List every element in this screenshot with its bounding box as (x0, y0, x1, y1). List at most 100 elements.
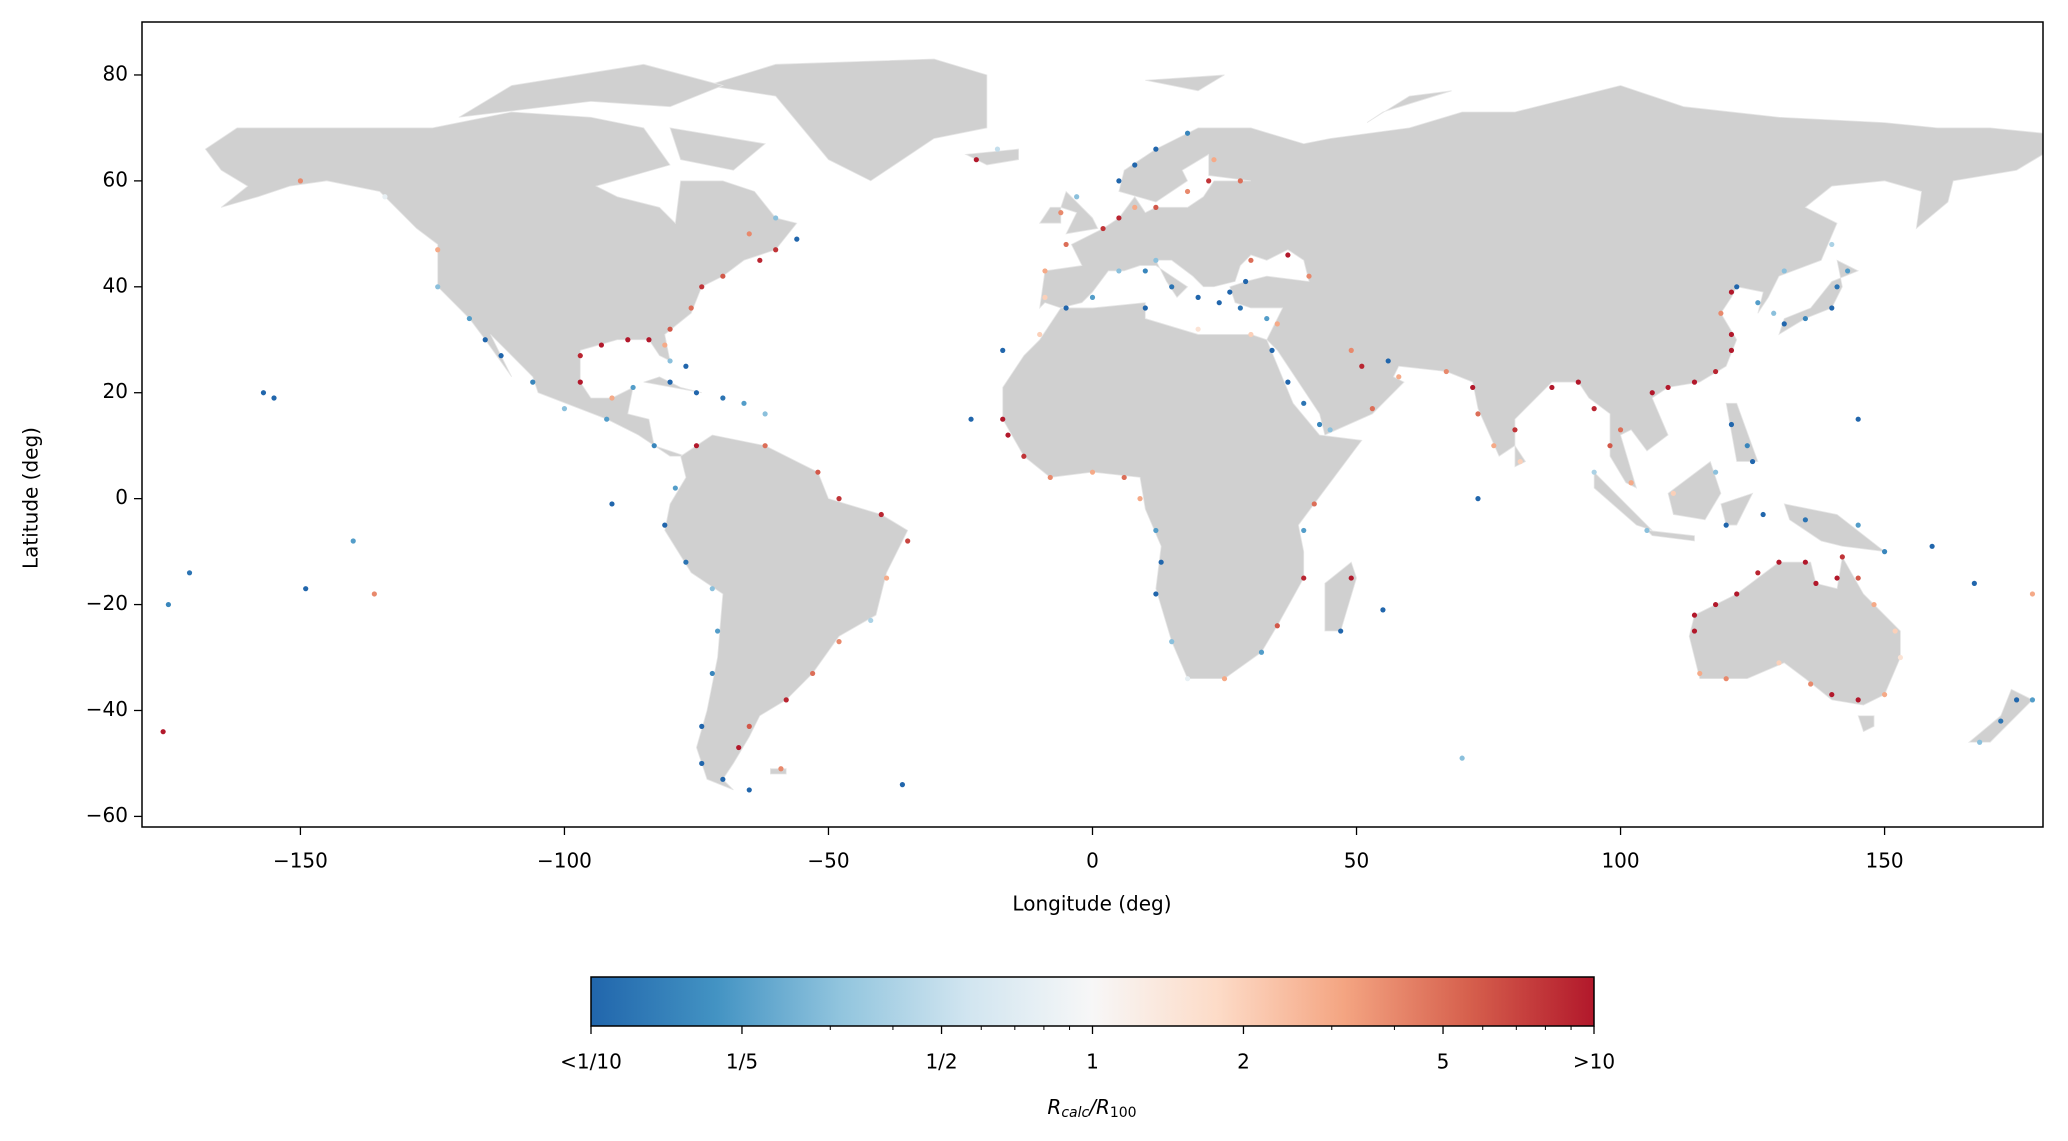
coastal-point (1169, 639, 1175, 645)
coastal-point (1184, 188, 1191, 195)
coastal-point (1385, 358, 1391, 364)
coastal-point (1348, 347, 1354, 353)
coastal-point (1274, 623, 1280, 629)
y-tick-label: 20 (103, 379, 128, 403)
coastal-point (466, 315, 472, 322)
coastal-point (1591, 406, 1597, 412)
coastal-point (1443, 368, 1449, 375)
coastal-point (1670, 490, 1676, 496)
x-tick-label: −100 (537, 849, 592, 873)
coastal-point (1607, 443, 1613, 449)
label-part: /R (1087, 1095, 1110, 1119)
y-tick-label: 60 (103, 167, 128, 191)
coastal-point (1301, 400, 1307, 406)
coastal-point (1153, 591, 1159, 597)
coastal-point (1132, 162, 1138, 168)
coastal-point (1116, 268, 1122, 274)
coastal-point (1839, 554, 1845, 560)
coastal-point (435, 247, 441, 253)
coastal-point (271, 395, 277, 401)
colorbar-tick-label: <1/10 (560, 1050, 622, 1074)
coastal-point (746, 787, 752, 793)
coastal-point (651, 443, 657, 449)
coastal-point (1274, 321, 1280, 327)
coastal-point (672, 485, 678, 491)
coastal-point (693, 443, 700, 449)
coastal-point (699, 760, 705, 767)
coastal-point (1248, 331, 1254, 338)
coastal-point (1881, 549, 1888, 555)
y-axis-label: Latitude (deg) (19, 427, 43, 569)
coastal-point (1132, 204, 1138, 210)
coastal-point (1137, 496, 1143, 502)
coastal-point (1649, 390, 1655, 396)
coastal-point (1713, 368, 1719, 375)
coastal-point (1591, 469, 1597, 475)
coastal-point (836, 496, 842, 502)
coastal-point (630, 384, 636, 391)
x-tick-label: 50 (1344, 849, 1369, 873)
coastal-point (1855, 522, 1861, 528)
coastal-point (1158, 559, 1164, 565)
coastal-point (762, 411, 768, 417)
colorbar-tick-label: 1/2 (925, 1050, 957, 1074)
coastal-point (1713, 601, 1719, 608)
coastal-point (2029, 591, 2036, 597)
coastal-point (709, 670, 715, 677)
coastal-point (1153, 146, 1159, 152)
coastal-point (1723, 676, 1729, 682)
coastal-point (1089, 469, 1096, 475)
coastal-point (773, 215, 779, 221)
coastal-point (1781, 321, 1787, 327)
coastal-point (646, 337, 652, 343)
coastal-point (1237, 178, 1243, 184)
coastal-point (1459, 755, 1465, 761)
colorbar-tick-label: 1/5 (726, 1050, 758, 1074)
coastal-point (1718, 310, 1724, 316)
coastal-point (1195, 294, 1201, 300)
coastal-point (1491, 443, 1497, 449)
coastal-point (1380, 607, 1386, 613)
coastal-point (683, 363, 689, 369)
colorbar-tick-label: >10 (1573, 1050, 1615, 1074)
coastal-point (1037, 331, 1043, 338)
coastal-point (1892, 628, 1898, 634)
coastal-point (762, 443, 768, 449)
coastal-point (1628, 480, 1634, 486)
coastal-point (1100, 225, 1106, 232)
coastal-point (1153, 527, 1159, 534)
coastal-point (662, 522, 668, 528)
coastal-point (720, 776, 726, 782)
coastal-point (1470, 384, 1476, 391)
coastal-point (1285, 252, 1291, 258)
coastal-point (1813, 580, 1819, 586)
coastal-point (297, 178, 304, 184)
coastal-point (160, 729, 166, 735)
coastal-point (1116, 178, 1122, 184)
coastal-point (1216, 300, 1222, 306)
coastal-point (714, 628, 721, 634)
coastal-point (1042, 294, 1048, 300)
coastal-point (1211, 157, 1217, 163)
coastal-point (1258, 649, 1265, 655)
coastal-point (1063, 241, 1069, 248)
coastal-point (1184, 130, 1191, 136)
coastal-point (720, 273, 726, 279)
coastal-point (1301, 575, 1307, 581)
coastal-point (1206, 178, 1212, 184)
coastal-point (878, 511, 884, 518)
coastal-point (1723, 522, 1729, 528)
coastal-point (625, 337, 631, 343)
coastal-point (1749, 458, 1756, 465)
coastal-point (1802, 315, 1808, 322)
colorbar-tick-label: 5 (1437, 1050, 1450, 1074)
coastal-point (783, 697, 789, 703)
coastal-point (1802, 517, 1808, 523)
x-tick-label: 150 (1865, 849, 1903, 873)
coastal-point (1776, 559, 1782, 565)
coastal-point (757, 257, 763, 263)
coastal-point (1881, 691, 1888, 698)
coastal-point (303, 586, 309, 592)
coastal-point (260, 390, 267, 396)
